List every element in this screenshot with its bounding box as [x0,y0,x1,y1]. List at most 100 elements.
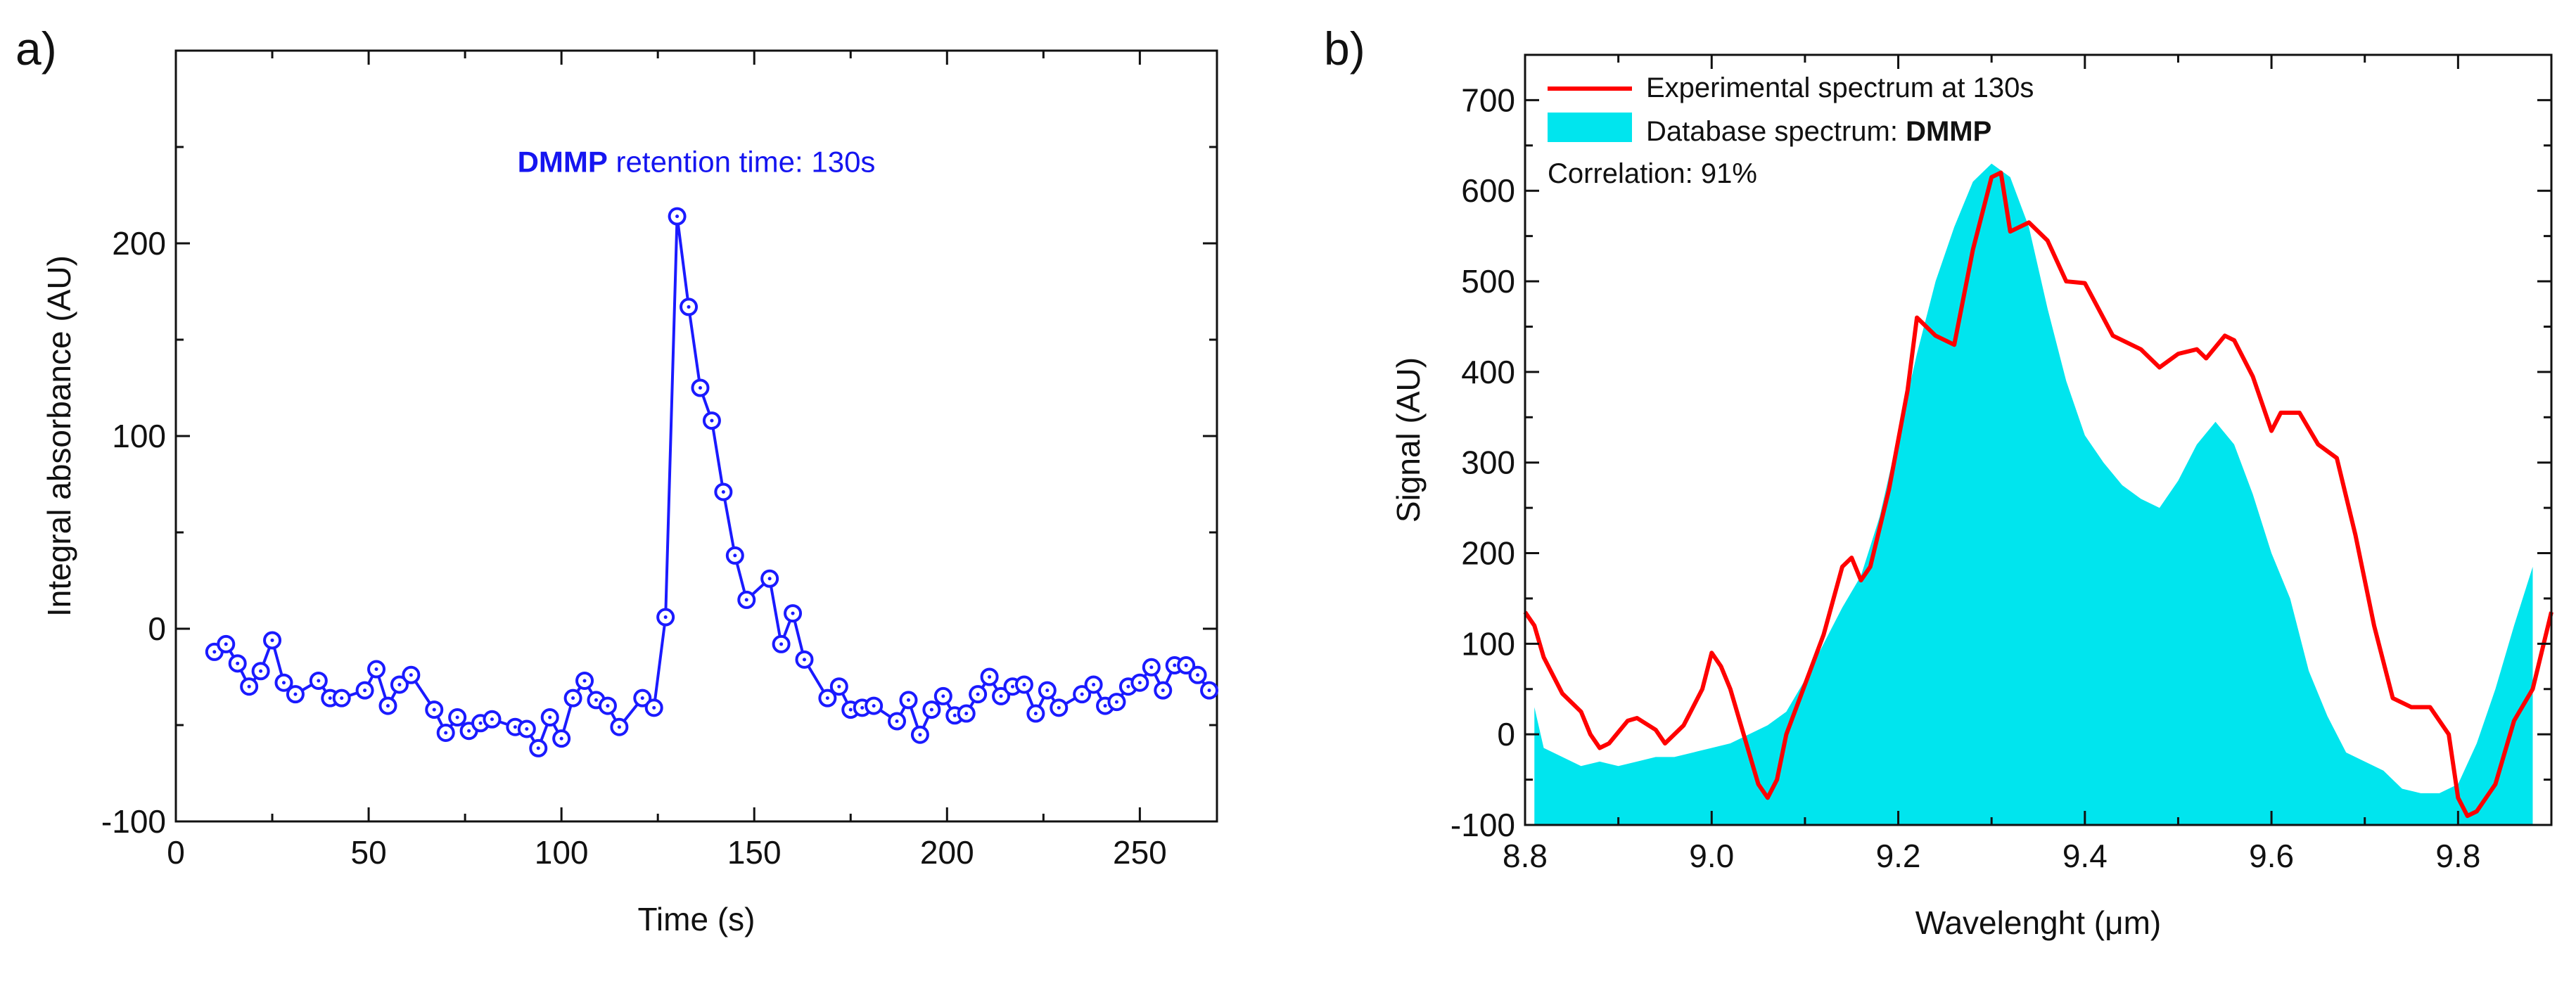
data-point-center [1103,704,1107,708]
data-point-center [1033,712,1038,716]
data-point-center [1022,682,1026,686]
x-tick-label: 9.4 [2062,838,2108,874]
data-point-center [779,642,784,646]
series-area-database-dmmp [1534,163,2533,825]
data-point-center [767,577,772,581]
x-tick-label: 250 [1113,834,1167,871]
y-tick-label: -100 [1450,807,1515,843]
x-tick-label: 9.6 [2249,838,2294,874]
y-tick-label: -100 [101,803,166,840]
data-point-center [281,681,286,685]
legend-label-database: Database spectrum: DMMP [1646,116,1991,147]
x-tick-label: 9.0 [1689,838,1734,874]
y-tick-label: 200 [112,225,166,262]
data-point-center [594,698,598,702]
y-tick-label: 700 [1461,82,1515,118]
data-point-center [617,725,621,729]
x-tick-label: 150 [727,834,782,871]
legend-swatch-database [1548,113,1632,142]
data-point-center [1137,681,1142,685]
data-point-center [478,721,483,725]
data-point-center [976,692,980,696]
data-point-center [1207,689,1211,693]
data-point-center [224,642,228,646]
data-point-center [1057,705,1061,710]
plot-frame [1524,53,2553,826]
legend-label-experimental: Experimental spectrum at 130s [1646,72,2034,103]
series-line-integral-absorbance [213,216,1218,752]
y-axis-label: Signal (AU) [1390,357,1427,523]
data-point-center [848,708,853,712]
x-tick-label: 0 [167,834,185,871]
data-point-center [374,667,378,672]
y-tick-label: 600 [1461,172,1515,209]
data-point-center [467,729,471,733]
data-point-center [444,731,448,735]
data-point-center [432,708,436,712]
data-point-center [606,704,610,708]
x-tick-label: 50 [350,834,386,871]
data-point-center [236,661,240,665]
data-point-center [1161,689,1165,693]
data-point-center [906,698,910,702]
data-point-center [247,684,251,689]
y-tick-label: 100 [112,418,166,454]
series-line-experimental [1523,170,2553,819]
data-point-center [918,733,922,737]
data-point-center [293,692,298,696]
data-point-center [872,704,876,708]
annotation-compound: DMMP [518,146,608,179]
y-tick-label: 400 [1461,354,1515,390]
data-point-center [409,673,413,677]
data-point-center [490,717,494,722]
data-point-center [952,713,957,717]
data-point-center [744,598,748,602]
x-tick-label: 8.8 [1503,838,1548,874]
data-point-center [895,719,899,724]
data-point-center [340,696,344,700]
data-point-center [1184,663,1188,667]
data-point-center [363,689,367,693]
data-point-center [536,746,540,750]
data-point-center [733,553,737,558]
data-point-center [317,679,321,683]
data-point-center [860,705,865,710]
panel-b: b) 8.8 9.0 9.2 9.4 9.6 9.8 -100 0 100 200 300 400 500… [1324,23,2553,941]
data-point-center [571,696,575,700]
data-point-center [663,615,668,620]
data-point-center [698,386,702,390]
data-point-center [259,669,263,673]
data-point-center [1010,684,1014,689]
data-point-center [582,679,587,683]
peak-annotation: DMMP retention time: 130s [518,146,876,179]
data-point-center [941,694,945,698]
y-tick-label: 0 [1497,716,1515,753]
data-point-center [721,489,725,494]
data-point-center [397,682,402,686]
x-tick-label: 200 [920,834,974,871]
data-point-center [1080,692,1084,696]
data-point-center [1092,682,1096,686]
data-point-center [1114,700,1118,704]
data-point-center [999,694,1003,698]
y-axis-label: Integral absorbance (AU) [41,255,77,617]
data-point-center [1173,663,1177,667]
x-axis-label: Time (s) [638,901,755,937]
data-point-center [710,418,714,423]
data-point-center [825,696,829,700]
y-tick-label: 500 [1461,263,1515,300]
data-point-center [675,215,680,219]
data-point-center [455,715,459,719]
data-point-center [1149,665,1154,670]
legend-database-text: Database spectrum: [1646,116,1906,147]
y-tick-label: 300 [1461,444,1515,481]
legend-database-compound: DMMP [1906,116,1991,147]
panel-label-a: a) [15,23,57,75]
data-point-center [929,708,933,712]
annotation-text: retention time: 130s [608,146,876,179]
panel-label-b: b) [1324,23,1365,75]
data-point-center [525,726,529,731]
data-point-center [548,715,552,719]
